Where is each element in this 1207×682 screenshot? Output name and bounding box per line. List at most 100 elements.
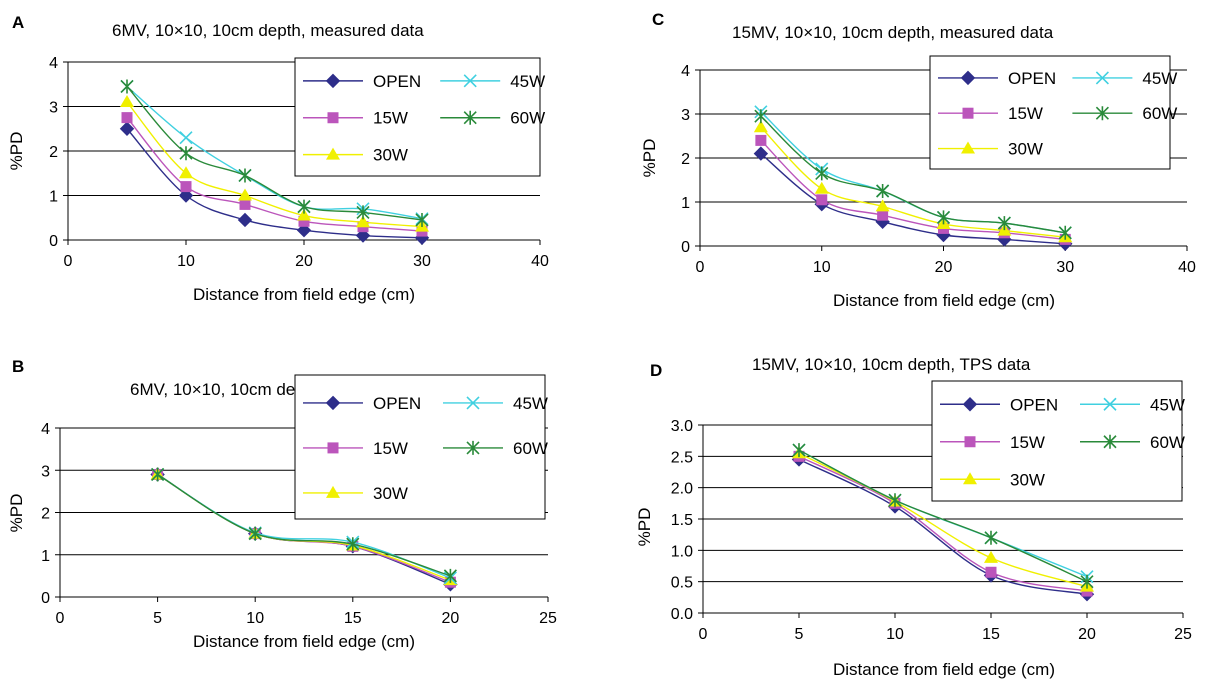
legend-item-open-c: OPEN	[938, 69, 1056, 88]
legend-label-30w-c: 30W	[1008, 140, 1043, 159]
data-point-30w-a	[356, 215, 370, 228]
chart-a-svg: A 6MV, 10×10, 10cm depth, measured data 0 1…	[7, 13, 549, 304]
data-point-60w-b	[248, 526, 262, 541]
x-tick-label-d: 5	[795, 626, 804, 643]
chart-title-c: 15MV, 10×10, 10cm depth, measured data	[732, 23, 1054, 42]
legend-item-open-d: OPEN	[940, 395, 1058, 414]
y-axis-label-b: %PD	[7, 494, 26, 533]
data-point-15w-c	[816, 194, 828, 206]
y-tick-label-d: 0.5	[671, 575, 693, 592]
legend-label-60w-b: 60W	[513, 439, 548, 458]
data-point-30w-a	[179, 166, 193, 179]
x-tick-label-c: 0	[696, 259, 705, 276]
legend-marker-60w-a	[463, 110, 477, 125]
legend-item-60w-d: 60W	[1080, 433, 1185, 452]
data-point-60w-a	[356, 205, 370, 220]
data-point-open-a	[355, 228, 371, 243]
panel-letter-c: C	[652, 10, 664, 29]
legend-label-60w-d: 60W	[1150, 433, 1185, 452]
data-point-open-c	[753, 146, 769, 161]
legend-marker-45w-a	[463, 74, 477, 88]
y-tick-label-a: 3	[49, 100, 58, 117]
data-point-15w-a	[298, 215, 310, 227]
y-tick-label-c: 2	[681, 151, 690, 168]
x-tick-label-b: 20	[442, 610, 460, 627]
y-tick-label-b: 3	[41, 463, 50, 480]
legend-label-open-c: OPEN	[1008, 69, 1056, 88]
legend-label-15w-c: 15W	[1008, 104, 1043, 123]
y-tick-label-a: 0	[49, 233, 58, 250]
data-point-15w-d	[985, 566, 997, 578]
data-point-60w-b	[151, 467, 165, 482]
y-tick-label-b: 2	[41, 506, 50, 523]
chart-panel-b: B 6MV, 10×10, 10cm depth, TPS data 0 1 2 3 4 0 5…	[0, 345, 600, 682]
x-tick-label-a: 30	[413, 253, 431, 270]
data-point-30w-c	[753, 120, 768, 133]
data-point-30w-c	[875, 199, 890, 212]
y-axis-label-c: %PD	[640, 139, 659, 178]
y-tick-label-b: 4	[41, 421, 50, 438]
legend-item-30w-d: 30W	[940, 470, 1045, 489]
legend-item-30w-a: 30W	[303, 146, 408, 165]
data-point-60w-d	[888, 493, 902, 508]
data-point-15w-a	[239, 198, 251, 210]
data-point-60w-b	[346, 537, 360, 552]
legend-marker-45w-c	[1095, 71, 1109, 85]
data-point-30w-a	[238, 188, 252, 201]
legend-item-60w-b: 60W	[443, 439, 548, 458]
series-30w-a	[120, 95, 429, 232]
data-point-60w-c	[1058, 225, 1072, 240]
y-tick-label-c: 4	[681, 63, 690, 80]
data-point-15w-a	[180, 181, 192, 193]
y-tick-label-d: 1.0	[671, 543, 693, 560]
legend-item-15w-c: 15W	[938, 104, 1043, 123]
data-point-60w-a	[179, 146, 193, 161]
legend-label-45w-c: 45W	[1142, 69, 1177, 88]
y-tick-label-a: 1	[49, 189, 58, 206]
x-tick-label-b: 5	[153, 610, 162, 627]
legend-marker-45w-b	[466, 396, 480, 410]
data-point-15w-a	[121, 112, 133, 124]
data-point-15w-c	[877, 209, 889, 221]
legend-marker-15w-a	[327, 112, 339, 124]
legend-item-open-b: OPEN	[303, 394, 421, 413]
y-tick-label-a: 2	[49, 144, 58, 161]
y-tick-label-d: 1.5	[671, 512, 693, 529]
data-point-45w-a	[179, 131, 193, 145]
legend-marker-30w-b	[326, 485, 340, 498]
legend-item-60w-a: 60W	[440, 109, 545, 128]
legend-marker-30w-a	[326, 147, 340, 160]
y-tick-label-d: 2.5	[671, 449, 693, 466]
legend-label-30w-d: 30W	[1010, 470, 1045, 489]
x-tick-label-c: 40	[1178, 259, 1196, 276]
legend-marker-open-d	[962, 397, 978, 412]
legend-item-45w-a: 45W	[440, 72, 545, 91]
x-tick-label-c: 10	[813, 259, 831, 276]
legend-marker-45w-d	[1103, 397, 1117, 411]
legend-marker-30w-d	[963, 472, 977, 485]
y-tick-label-c: 0	[681, 239, 690, 256]
chart-panel-a: A 6MV, 10×10, 10cm depth, measured data 0 1…	[0, 0, 600, 330]
x-axis-label-b: Distance from field edge (cm)	[193, 632, 415, 651]
x-tick-label-d: 10	[886, 626, 904, 643]
data-point-60w-d	[792, 443, 806, 458]
data-point-60w-c	[815, 166, 829, 181]
legend-item-30w-b: 30W	[303, 484, 408, 503]
legend-marker-open-b	[325, 395, 341, 411]
y-tick-label-b: 0	[41, 590, 50, 607]
x-tick-label-a: 20	[295, 253, 313, 270]
chart-panel-c: C 15MV, 10×10, 10cm depth, measured data 0…	[600, 0, 1207, 330]
x-tick-label-b: 10	[246, 610, 264, 627]
legend-label-15w-b: 15W	[373, 439, 408, 458]
x-tick-label-d: 15	[982, 626, 1000, 643]
y-tick-label-b: 1	[41, 548, 50, 565]
legend-label-60w-c: 60W	[1142, 104, 1177, 123]
data-point-60w-b	[443, 568, 457, 583]
legend-item-60w-c: 60W	[1072, 104, 1177, 123]
data-point-60w-a	[415, 212, 429, 227]
panel-letter-d: D	[650, 361, 662, 380]
chart-panel-d: D 15MV, 10×10, 10cm depth, TPS data 0.0 0.5…	[600, 345, 1207, 682]
y-tick-label-c: 3	[681, 107, 690, 124]
x-tick-label-b: 15	[344, 610, 362, 627]
